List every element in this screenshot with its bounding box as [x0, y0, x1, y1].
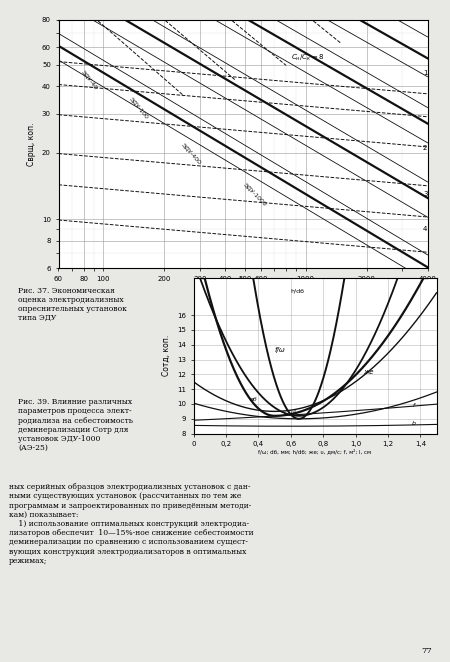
Text: υ°: υ°	[291, 410, 297, 415]
Text: 4: 4	[423, 226, 428, 232]
X-axis label: f/ω; dб, мм; h/dб; же; υ, дм/c; f, м²; l, см: f/ω; dб, мм; h/dб; же; υ, дм/c; f, м²; l…	[258, 449, 372, 454]
Text: ЭДУ-1000: ЭДУ-1000	[243, 182, 268, 207]
Text: aб: aб	[250, 397, 258, 402]
Text: ЭДУ-400: ЭДУ-400	[180, 142, 202, 165]
X-axis label: Q, м³/сутки: Q, м³/сутки	[222, 283, 264, 290]
Text: ЭДУ-100: ЭДУ-100	[129, 97, 150, 120]
Text: Рис. 37. Экономическая
оценка электродиализных
опреснительных установок
типа ЭДУ: Рис. 37. Экономическая оценка электродиа…	[18, 287, 126, 322]
Text: 1: 1	[423, 70, 428, 76]
Text: ЭДУ-40: ЭДУ-40	[81, 69, 99, 91]
Text: 77: 77	[422, 647, 432, 655]
Text: f: f	[412, 403, 414, 408]
Text: b: b	[412, 421, 416, 426]
Text: Рис. 39. Влияние различных
параметров процесса элект-
родиализа на себестоимость: Рис. 39. Влияние различных параметров пр…	[18, 398, 133, 452]
Text: 2: 2	[423, 145, 428, 151]
Text: f/ω: f/ω	[274, 347, 285, 353]
Text: жe: жe	[364, 369, 374, 375]
Text: h/dб: h/dб	[290, 289, 304, 293]
Text: $C_н/C_к = 8$: $C_н/C_к = 8$	[291, 52, 324, 63]
Text: ных серийных образцов электродиализных установок с дан-
ными существующих устано: ных серийных образцов электродиализных у…	[9, 483, 254, 565]
Y-axis label: Cотд, коп.: Cотд, коп.	[162, 335, 171, 377]
Y-axis label: Cврщ, коп.: Cврщ, коп.	[27, 122, 36, 166]
Text: 3: 3	[423, 191, 428, 197]
